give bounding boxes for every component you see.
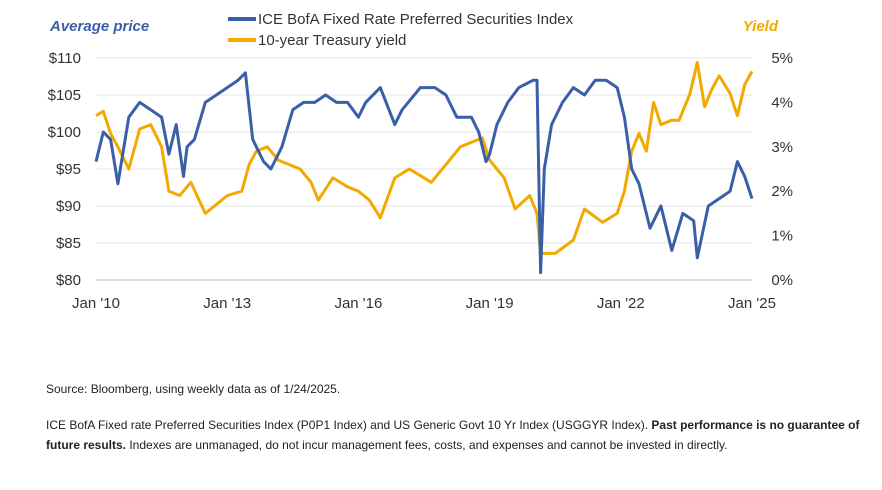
series-lines: [94, 60, 754, 275]
right-tick-label: 5%: [771, 50, 793, 67]
left-axis-title: Average price: [49, 18, 149, 35]
source-note: Source: Bloomberg, using weekly data as …: [46, 382, 341, 396]
gridlines: [96, 57, 752, 281]
right-axis-ticks: 0% 1% 2% 3% 4% 5%: [771, 50, 793, 289]
left-tick-label: $105: [48, 87, 81, 104]
treasury-yield-line: [95, 60, 754, 255]
right-tick-label: 4%: [771, 94, 793, 111]
x-tick-label: Jan '10: [72, 295, 120, 312]
right-tick-label: 0%: [771, 272, 793, 289]
right-tick-label: 3%: [771, 139, 793, 156]
x-tick-label: Jan '13: [203, 295, 251, 312]
x-tick-label: Jan '19: [466, 295, 514, 312]
preferred-index-line: [94, 71, 754, 275]
left-axis-ticks: $80 $85 $90 $95 $100 $105 $110: [48, 50, 81, 289]
x-tick-label: Jan '25: [728, 295, 776, 312]
legend-label-preferred: ICE BofA Fixed Rate Preferred Securities…: [258, 11, 574, 28]
left-tick-label: $85: [56, 235, 81, 252]
x-tick-label: Jan '16: [334, 295, 382, 312]
footnote-disclaimer: Past performance is no guarantee of futu…: [46, 418, 860, 452]
line-chart: Average price Yield ICE BofA Fixed Rate …: [48, 11, 793, 312]
left-tick-label: $95: [56, 161, 81, 178]
footnote: ICE BofA Fixed rate Preferred Securities…: [46, 415, 876, 455]
left-tick-label: $80: [56, 272, 81, 289]
right-tick-label: 2%: [771, 183, 793, 200]
right-axis-title: Yield: [743, 18, 779, 35]
legend: ICE BofA Fixed Rate Preferred Securities…: [228, 11, 574, 49]
x-axis-ticks: Jan '10 Jan '13 Jan '16 Jan '19 Jan '22 Jan '…: [72, 295, 776, 312]
legend-label-treasury: 10-year Treasury yield: [258, 32, 406, 49]
left-tick-label: $110: [49, 50, 81, 67]
left-tick-label: $100: [48, 124, 81, 141]
left-tick-label: $90: [56, 198, 81, 215]
right-tick-label: 1%: [771, 228, 793, 245]
x-tick-label: Jan '22: [597, 295, 645, 312]
footnote-text-2: Indexes are unmanaged, do not incur mana…: [126, 438, 728, 452]
footnote-text-1: ICE BofA Fixed rate Preferred Securities…: [46, 418, 652, 432]
